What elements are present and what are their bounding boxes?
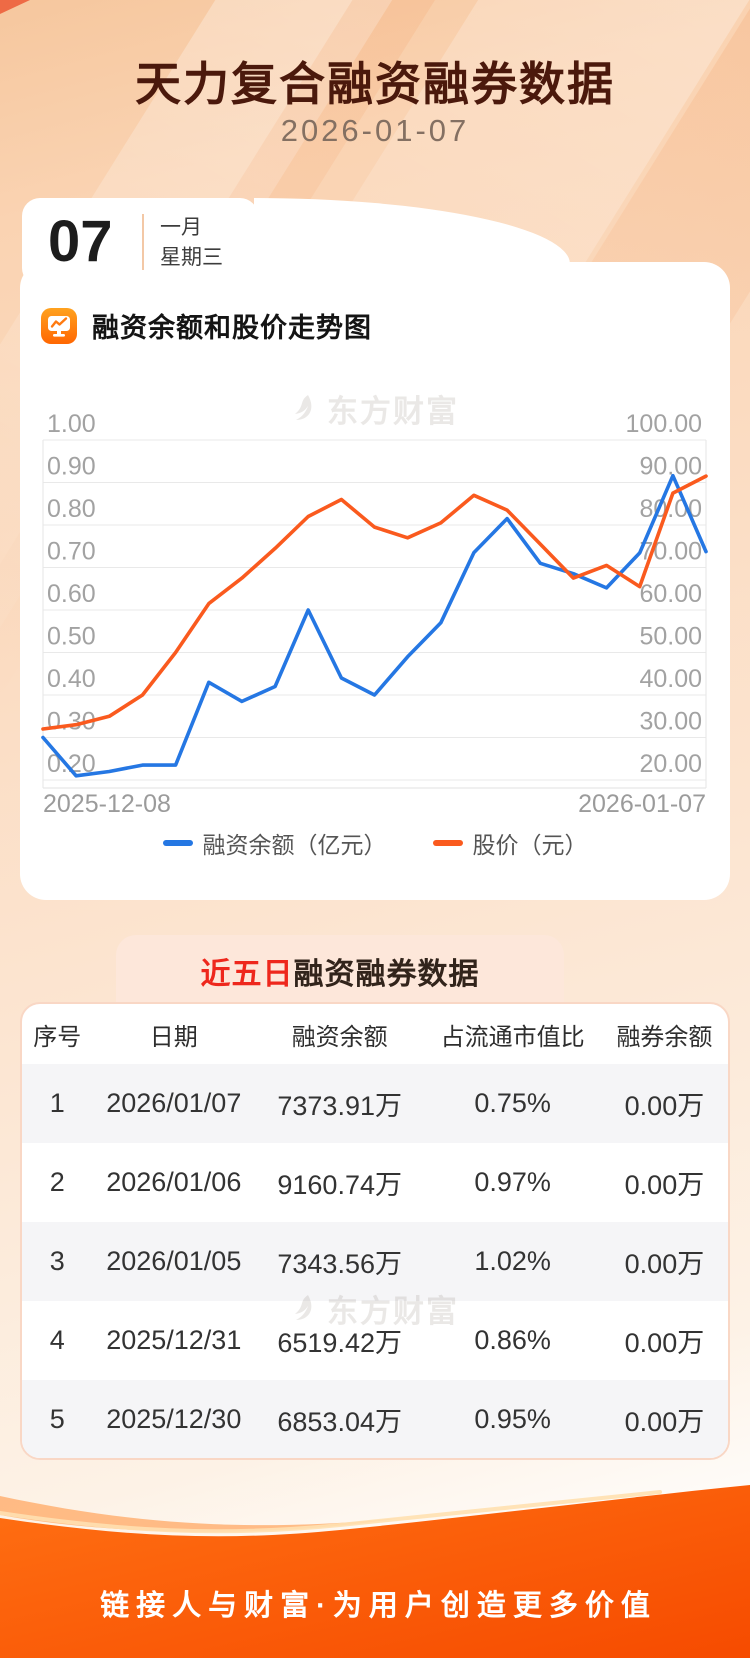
legend-item: 股价（元） <box>432 826 588 860</box>
left-axis-tick-label: 0.50 <box>47 623 96 651</box>
table-cell: 1 <box>49 1088 65 1118</box>
table-cell: 2025/12/30 <box>106 1404 242 1434</box>
table-title-highlight: 近五日 <box>200 958 294 991</box>
table-header-cell: 占流通市值比 <box>440 1023 585 1051</box>
table-row: 5 2025/12/30 6853.04万 0.95% 0.00万 <box>22 1380 728 1458</box>
legend-label: 股价（元） <box>472 832 588 858</box>
table-title: 近五日融资融券数据 <box>116 949 564 993</box>
table-cell: 6853.04万 <box>277 1407 402 1437</box>
legend-label: 融资余额（亿元） <box>202 832 387 858</box>
table-header-row: 序号 日期 融资余额 占流通市值比 融券余额 <box>22 1004 728 1064</box>
chart-section-header: 融资余额和股价走势图 <box>40 306 372 345</box>
table-row: 4 2025/12/31 6519.42万 0.86% 0.00万 <box>22 1301 728 1380</box>
table-cell: 0.86% <box>474 1325 551 1355</box>
series-line-left <box>41 473 708 778</box>
right-axis-tick-label: 60.00 <box>639 580 702 608</box>
eastmoney-logo-icon <box>295 394 312 420</box>
table-header-cell: 日期 <box>149 1023 198 1051</box>
page-title: 天力复合融资融券数据 <box>135 58 615 110</box>
dual-axis-line-chart: 1.000.900.800.700.600.500.400.300.20100.… <box>41 410 708 818</box>
date-card-divider <box>142 214 144 270</box>
table-row: 2 2026/01/06 9160.74万 0.97% 0.00万 <box>22 1143 728 1222</box>
date-card-weekday: 星期三 <box>160 246 223 269</box>
eastmoney-watermark: 东方财富 <box>291 386 459 431</box>
series-line-right <box>41 474 708 731</box>
table-cell: 9160.74万 <box>277 1170 402 1200</box>
watermark-text: 东方财富 <box>327 394 459 429</box>
margin-data-table: 序号 日期 融资余额 占流通市值比 融券余额 1 2026/01/07 7373.91万 0.… <box>20 1002 730 1460</box>
legend-item: 融资余额（亿元） <box>162 826 387 860</box>
table-row: 3 2026/01/05 7343.56万 1.02% 0.00万 <box>22 1222 728 1301</box>
right-axis-tick-label: 20.00 <box>639 750 702 778</box>
table-row: 1 2026/01/07 7373.91万 0.75% 0.00万 <box>22 1064 728 1143</box>
table-header-cell: 融券余额 <box>616 1023 713 1051</box>
left-axis-tick-label: 0.90 <box>47 453 96 481</box>
table-cell: 0.00万 <box>624 1328 705 1358</box>
table-cell: 7373.91万 <box>277 1091 402 1121</box>
table-title-rest: 融资融券数据 <box>293 958 480 991</box>
table-cell: 1.02% <box>474 1246 551 1276</box>
chart-card: 融资余额和股价走势图 东方财富 1.00 0.90 0.80 0.70 0.60 0.50… <box>20 262 730 900</box>
table-cell: 3 <box>49 1246 65 1276</box>
table-cell: 2026/01/05 <box>106 1246 242 1276</box>
date-card-month-weekday: 一月 星期三 <box>160 213 223 273</box>
footer-wave <box>0 1485 750 1658</box>
right-axis-tick-label: 50.00 <box>639 623 702 651</box>
table-cell: 0.75% <box>474 1088 551 1118</box>
legend-dash-icon <box>432 840 463 846</box>
table-cell: 0.97% <box>474 1167 551 1197</box>
legend-dash-icon <box>162 840 193 846</box>
left-axis-tick-label: 0.40 <box>47 665 96 693</box>
right-axis-tick-label: 30.00 <box>639 708 702 736</box>
table-cell: 0.00万 <box>624 1091 705 1121</box>
table-cell: 0.95% <box>474 1404 551 1434</box>
corner-decoration <box>0 0 30 14</box>
trend-chart-icon <box>41 307 77 344</box>
x-axis-label-end: 2026-01-07 <box>578 790 706 818</box>
page-date: 2026-01-07 <box>280 113 470 148</box>
eastmoney-watermark: 东方财富 <box>291 1286 459 1331</box>
table-cell: 4 <box>49 1325 65 1355</box>
table-cell: 2025/12/31 <box>106 1325 242 1355</box>
table-body: 1 2026/01/07 7373.91万 0.75% 0.00万 2 2026/01/06… <box>22 1064 728 1458</box>
watermark-text: 东方财富 <box>327 1294 459 1329</box>
chart-title: 融资余额和股价走势图 <box>92 313 372 343</box>
table-cell: 2026/01/07 <box>106 1088 242 1118</box>
left-axis-tick-label: 0.70 <box>47 538 96 566</box>
footer-slogan: 链接人与财富·为用户创造更多价值 <box>100 1590 657 1622</box>
date-card: 07 一月 星期三 <box>22 198 258 286</box>
x-axis-label-start: 2025-12-08 <box>43 790 171 818</box>
right-axis-tick-label: 100.00 <box>626 410 702 438</box>
table-cell: 0.00万 <box>624 1407 705 1437</box>
table-cell: 0.00万 <box>624 1249 705 1279</box>
card-connector-curve <box>254 198 570 264</box>
table-header-cell: 序号 <box>33 1023 82 1051</box>
table-cell: 5 <box>49 1404 65 1434</box>
left-axis-tick-label: 0.80 <box>47 495 96 523</box>
table-cell: 2026/01/06 <box>106 1167 242 1197</box>
table-cell: 6519.42万 <box>277 1328 402 1358</box>
right-axis-tick-label: 90.00 <box>639 453 702 481</box>
table-cell: 7343.56万 <box>277 1249 402 1279</box>
left-axis-tick-label: 1.00 <box>47 410 96 438</box>
table-cell: 2 <box>49 1167 65 1197</box>
table-header-cell: 融资余额 <box>291 1023 388 1051</box>
left-axis-tick-label: 0.60 <box>47 580 96 608</box>
date-card-month: 一月 <box>160 216 202 239</box>
date-card-day: 07 <box>48 209 113 274</box>
chart-legend: 融资余额（亿元） 股价（元） <box>20 826 730 860</box>
table-cell: 0.00万 <box>624 1170 705 1200</box>
right-axis-tick-label: 40.00 <box>639 665 702 693</box>
eastmoney-logo-icon <box>295 1294 312 1320</box>
